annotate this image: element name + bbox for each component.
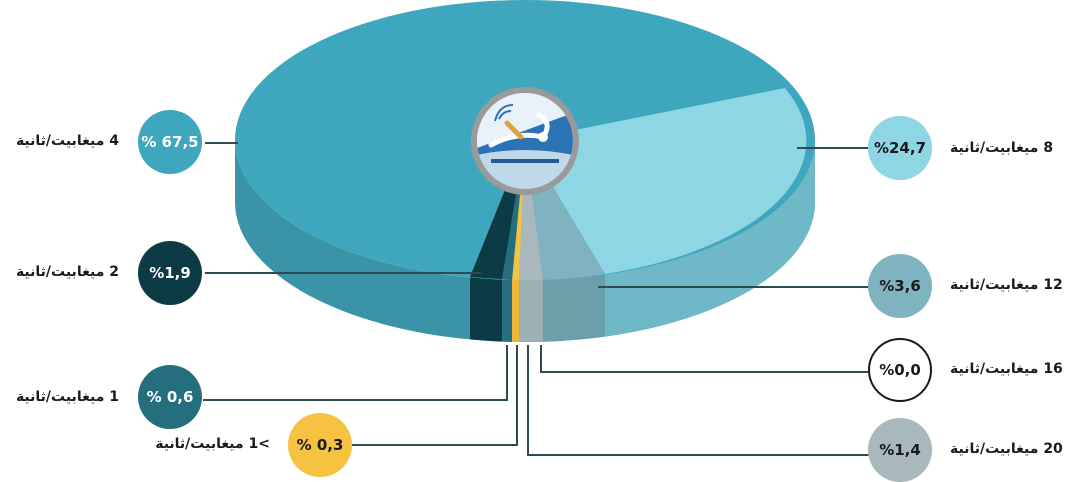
speed-unit: ميغابيت/ثانية (950, 277, 1039, 293)
speed-value: 16 (1043, 361, 1063, 377)
speed-unit: ميغابيت/ثانية (15, 133, 105, 149)
speed-value: 1 (109, 389, 119, 405)
value-circle-20mb: %1,4 (868, 418, 932, 482)
value-circle-1mb: % 0,6 (138, 365, 202, 429)
value-circle-2mb: %1,9 (138, 241, 202, 305)
speed-value: 12 (1043, 277, 1063, 293)
value-circle-16mb: %0,0 (868, 338, 932, 402)
value-circle-8mb: %24,7 (868, 116, 932, 180)
leader-1mb (203, 345, 508, 401)
speed-unit: ميغابيت/ثانية (950, 140, 1039, 156)
speed-value: >1 (248, 436, 270, 452)
logo-emblem-icon (477, 93, 573, 189)
value-circle-12mb: %3,6 (868, 254, 932, 318)
slice-top-8mb (525, 88, 807, 274)
speed-label-12mb: 12 ميغابيت/ثانية (950, 277, 1063, 293)
leader-lt1mb (352, 345, 518, 446)
speed-unit: ميغابيت/ثانية (950, 361, 1039, 377)
speed-unit: ميغابيت/ثانية (15, 389, 105, 405)
speed-label-1mb: 1 ميغابيت/ثانية (16, 389, 119, 405)
speed-label-2mb: 2 ميغابيت/ثانية (16, 264, 119, 280)
value-circle-4mb: % 67,5 (138, 110, 202, 174)
speed-label-20mb: 20 ميغابيت/ثانية (950, 441, 1063, 457)
speed-value: 2 (109, 264, 119, 280)
speed-unit: ميغابيت/ثانية (15, 264, 105, 280)
leader-16mb (540, 345, 868, 373)
leader-20mb (527, 345, 873, 456)
speed-unit: ميغابيت/ثانية (950, 441, 1039, 457)
speed-label-8mb: 8 ميغابيت/ثانية (950, 140, 1053, 156)
speed-label-16mb: 16 ميغابيت/ثانية (950, 361, 1063, 377)
operator-logo (471, 87, 579, 195)
speed-value: 8 (1043, 140, 1054, 156)
value-circle-lt1mb: % 0,3 (288, 413, 352, 477)
speed-label-lt1mb: >1 ميغابيت/ثانية (155, 436, 270, 452)
speed-unit: ميغابيت/ثانية (155, 436, 244, 452)
speed-label-4mb: 4 ميغابيت/ثانية (16, 133, 119, 149)
speed-value: 4 (109, 133, 119, 149)
speed-value: 20 (1043, 441, 1063, 457)
